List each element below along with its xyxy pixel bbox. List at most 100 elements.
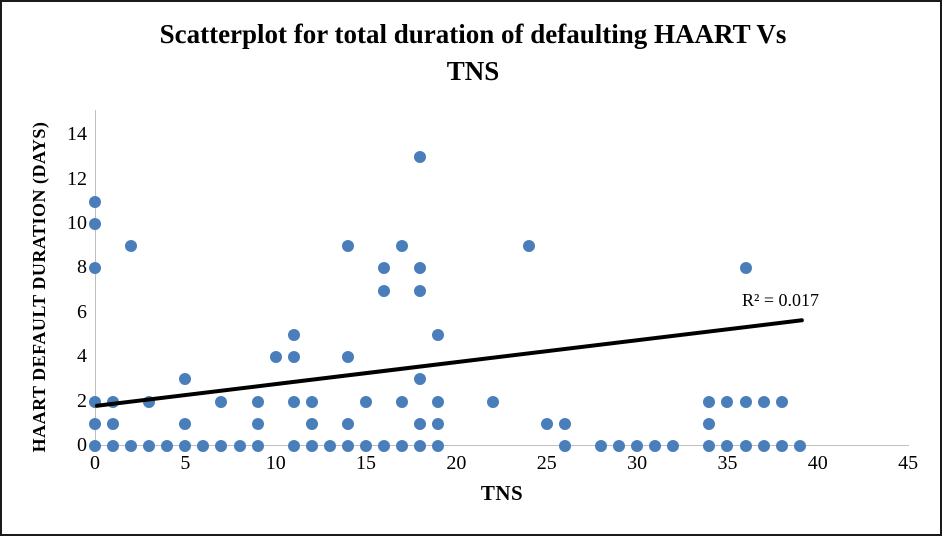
data-point	[197, 440, 210, 452]
data-point	[89, 195, 101, 208]
data-point	[378, 262, 391, 275]
trendline	[94, 318, 804, 409]
data-point	[667, 440, 680, 452]
y-tick-label: 8	[77, 256, 87, 279]
data-point	[305, 440, 318, 452]
data-point	[414, 151, 427, 164]
data-point	[721, 440, 734, 452]
data-point	[179, 417, 192, 430]
chart-title-line1: Scatterplot for total duration of defaul…	[159, 19, 787, 49]
data-point	[125, 240, 138, 253]
data-point	[360, 440, 373, 452]
data-point	[739, 262, 752, 275]
x-tick-label: 40	[807, 452, 828, 474]
x-tick-label: 25	[536, 452, 557, 474]
data-point	[251, 395, 264, 408]
chart-title-line2: TNS	[446, 56, 500, 86]
data-point	[341, 417, 354, 430]
data-point	[594, 440, 607, 452]
data-point	[631, 440, 644, 452]
data-point	[793, 440, 806, 452]
x-tick-label: 30	[627, 452, 648, 474]
data-point	[703, 417, 716, 430]
data-point	[287, 329, 300, 341]
data-point	[558, 440, 571, 452]
x-tick-label: 5	[180, 452, 191, 474]
data-point	[775, 440, 788, 452]
data-point	[432, 395, 445, 408]
data-point	[143, 440, 156, 452]
data-point	[341, 351, 354, 364]
data-point	[341, 440, 354, 452]
data-point	[721, 395, 734, 408]
x-tick-label: 15	[356, 452, 377, 474]
r-squared-label: R² = 0.017	[742, 290, 820, 310]
data-point	[89, 440, 101, 452]
data-point	[739, 395, 752, 408]
x-tick-label: 35	[717, 452, 738, 474]
data-point	[486, 395, 499, 408]
data-point	[775, 395, 788, 408]
data-point	[341, 240, 354, 253]
data-point	[432, 417, 445, 430]
x-axis-title: TNS	[480, 481, 524, 505]
data-point	[757, 395, 770, 408]
data-point	[287, 351, 300, 364]
x-tick-label: 45	[898, 452, 919, 474]
data-point	[613, 440, 626, 452]
data-point	[414, 417, 427, 430]
data-point	[432, 440, 445, 452]
x-tick-label: 0	[90, 452, 100, 474]
data-point	[323, 440, 336, 452]
data-point	[251, 440, 264, 452]
data-point	[161, 440, 174, 452]
data-point	[287, 440, 300, 452]
data-point	[215, 395, 228, 408]
x-tick-label: 10	[265, 452, 286, 474]
data-point	[540, 417, 553, 430]
data-point	[703, 440, 716, 452]
y-tick-label: 4	[77, 345, 87, 368]
data-point	[89, 218, 101, 230]
data-point	[89, 262, 101, 275]
data-point	[378, 440, 391, 452]
data-point	[215, 440, 228, 452]
y-tick-label: 12	[67, 167, 87, 190]
y-tick-label: 10	[67, 212, 87, 234]
data-point	[179, 440, 192, 452]
data-point	[287, 395, 300, 408]
data-point	[396, 440, 409, 452]
data-point	[107, 440, 120, 452]
y-tick-label: 6	[77, 300, 87, 323]
y-tick-label: 14	[67, 123, 87, 146]
data-point	[396, 395, 409, 408]
data-point	[649, 440, 662, 452]
data-point	[432, 329, 445, 341]
data-point	[360, 395, 373, 408]
data-point	[179, 373, 192, 386]
data-point	[107, 417, 120, 430]
data-point	[251, 417, 264, 430]
data-point	[125, 440, 138, 452]
data-point	[414, 284, 427, 297]
data-point	[414, 440, 427, 452]
data-point	[378, 284, 391, 297]
data-point	[305, 395, 318, 408]
y-axis-line	[95, 110, 96, 446]
y-tick-label: 0	[77, 434, 87, 456]
data-point	[414, 373, 427, 386]
data-point	[269, 351, 282, 364]
data-point	[558, 417, 571, 430]
data-point	[414, 262, 427, 275]
data-point	[396, 240, 409, 253]
chart-title: Scatterplot for total duration of defaul…	[113, 16, 833, 90]
x-axis-line	[95, 445, 909, 446]
data-point	[522, 240, 535, 253]
data-point	[305, 417, 318, 430]
data-point	[757, 440, 770, 452]
data-point	[739, 440, 752, 452]
y-tick-label: 2	[77, 389, 87, 412]
data-point	[89, 417, 101, 430]
x-tick-label: 20	[446, 452, 467, 474]
